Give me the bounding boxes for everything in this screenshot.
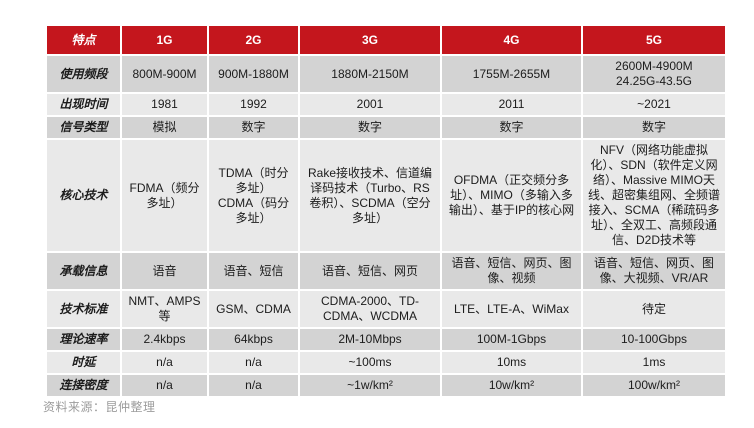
row-label-launch-year: 出现时间 xyxy=(47,94,120,115)
cell-carried-information-5g: 语音、短信、网页、图像、大视频、VR/AR xyxy=(583,253,725,289)
cell-core-technology-1g: FDMA（频分多址） xyxy=(122,140,207,251)
cell-latency-3g: ~100ms xyxy=(300,352,440,373)
cell-signal-type-5g: 数字 xyxy=(583,117,725,138)
row-label-connection-density: 连接密度 xyxy=(47,375,120,396)
table-row-core-technology: 核心技术 FDMA（频分多址） TDMA（时分多址） CDMA（码分多址） Rake接… xyxy=(47,140,725,251)
cell-launch-year-5g: ~2021 xyxy=(583,94,725,115)
table-header-row: 特点 1G 2G 3G 4G 5G xyxy=(47,26,725,54)
cell-signal-type-2g: 数字 xyxy=(209,117,298,138)
cell-carried-information-2g: 语音、短信 xyxy=(209,253,298,289)
cell-latency-4g: 10ms xyxy=(442,352,581,373)
cell-launch-year-3g: 2001 xyxy=(300,94,440,115)
table-header: 特点 1G 2G 3G 4G 5G xyxy=(47,26,725,54)
cell-connection-density-3g: ~1w/km² xyxy=(300,375,440,396)
source-note: 资料来源：昆仲整理 xyxy=(43,400,156,414)
cell-theoretical-speed-4g: 100M-1Gbps xyxy=(442,329,581,350)
row-label-theoretical-speed: 理论速率 xyxy=(47,329,120,350)
cell-connection-density-1g: n/a xyxy=(122,375,207,396)
table-body: 使用频段 800M-900M 900M-1880M 1880M-2150M 1755M-… xyxy=(47,56,725,396)
cell-connection-density-4g: 10w/km² xyxy=(442,375,581,396)
table-row-launch-year: 出现时间 1981 1992 2001 2011 ~2021 xyxy=(47,94,725,115)
cell-frequency-band-3g: 1880M-2150M xyxy=(300,56,440,92)
cell-signal-type-3g: 数字 xyxy=(300,117,440,138)
cell-theoretical-speed-1g: 2.4kbps xyxy=(122,329,207,350)
row-label-technical-standard: 技术标准 xyxy=(47,291,120,327)
cell-carried-information-3g: 语音、短信、网页 xyxy=(300,253,440,289)
cell-theoretical-speed-2g: 64kbps xyxy=(209,329,298,350)
table-row-theoretical-speed: 理论速率 2.4kbps 64kbps 2M-10Mbps 100M-1Gbps 10-1… xyxy=(47,329,725,350)
cell-technical-standard-3g: CDMA-2000、TD-CDMA、WCDMA xyxy=(300,291,440,327)
cell-technical-standard-4g: LTE、LTE-A、WiMax xyxy=(442,291,581,327)
row-label-core-technology: 核心技术 xyxy=(47,140,120,251)
row-label-latency: 时延 xyxy=(47,352,120,373)
table-row-signal-type: 信号类型 模拟 数字 数字 数字 数字 xyxy=(47,117,725,138)
row-label-carried-information: 承载信息 xyxy=(47,253,120,289)
cell-signal-type-4g: 数字 xyxy=(442,117,581,138)
cell-theoretical-speed-5g: 10-100Gbps xyxy=(583,329,725,350)
cell-frequency-band-2g: 900M-1880M xyxy=(209,56,298,92)
column-header-features: 特点 xyxy=(47,26,120,54)
table-row-connection-density: 连接密度 n/a n/a ~1w/km² 10w/km² 100w/km² xyxy=(47,375,725,396)
cell-latency-2g: n/a xyxy=(209,352,298,373)
cell-launch-year-2g: 1992 xyxy=(209,94,298,115)
cell-core-technology-4g: OFDMA（正交频分多址）、MIMO（多输入多输出）、基于IP的核心网 xyxy=(442,140,581,251)
cell-connection-density-2g: n/a xyxy=(209,375,298,396)
column-header-4g: 4G xyxy=(442,26,581,54)
row-label-frequency-band: 使用频段 xyxy=(47,56,120,92)
cell-signal-type-1g: 模拟 xyxy=(122,117,207,138)
cell-launch-year-4g: 2011 xyxy=(442,94,581,115)
column-header-5g: 5G xyxy=(583,26,725,54)
cell-frequency-band-1g: 800M-900M xyxy=(122,56,207,92)
column-header-3g: 3G xyxy=(300,26,440,54)
row-label-signal-type: 信号类型 xyxy=(47,117,120,138)
column-header-1g: 1G xyxy=(122,26,207,54)
cell-carried-information-4g: 语音、短信、网页、图像、视频 xyxy=(442,253,581,289)
cell-theoretical-speed-3g: 2M-10Mbps xyxy=(300,329,440,350)
cell-core-technology-5g: NFV（网络功能虚拟化）、SDN（软件定义网络）、Massive MIMO天线、… xyxy=(583,140,725,251)
cell-core-technology-2g: TDMA（时分多址） CDMA（码分多址） xyxy=(209,140,298,251)
cell-technical-standard-2g: GSM、CDMA xyxy=(209,291,298,327)
cell-connection-density-5g: 100w/km² xyxy=(583,375,725,396)
cell-launch-year-1g: 1981 xyxy=(122,94,207,115)
column-header-2g: 2G xyxy=(209,26,298,54)
cell-latency-1g: n/a xyxy=(122,352,207,373)
table-row-frequency-band: 使用频段 800M-900M 900M-1880M 1880M-2150M 1755M-… xyxy=(47,56,725,92)
table-row-technical-standard: 技术标准 NMT、AMPS等 GSM、CDMA CDMA-2000、TD-CDMA、W… xyxy=(47,291,725,327)
cell-technical-standard-5g: 待定 xyxy=(583,291,725,327)
table-row-carried-information: 承载信息 语音 语音、短信 语音、短信、网页 语音、短信、网页、图像、视频 语音、短信、网… xyxy=(47,253,725,289)
cell-latency-5g: 1ms xyxy=(583,352,725,373)
cell-technical-standard-1g: NMT、AMPS等 xyxy=(122,291,207,327)
network-generations-comparison-table: 特点 1G 2G 3G 4G 5G 使用频段 800M-900M 900M-1880M 1880… xyxy=(45,24,727,398)
cell-frequency-band-4g: 1755M-2655M xyxy=(442,56,581,92)
cell-carried-information-1g: 语音 xyxy=(122,253,207,289)
cell-core-technology-3g: Rake接收技术、信道编译码技术（Turbo、RS卷积）、SCDMA（空分多址） xyxy=(300,140,440,251)
cell-frequency-band-5g: 2600M-4900M 24.25G-43.5G xyxy=(583,56,725,92)
table-row-latency: 时延 n/a n/a ~100ms 10ms 1ms xyxy=(47,352,725,373)
